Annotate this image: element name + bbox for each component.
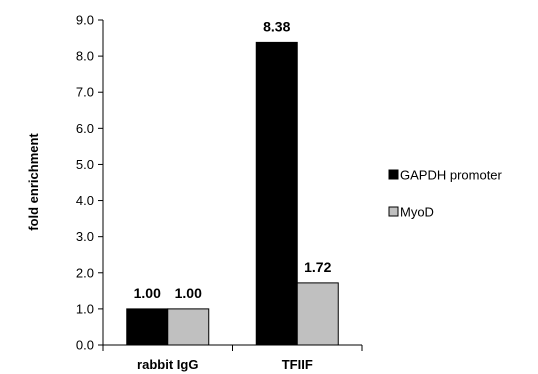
legend: GAPDH promoter MyoD: [388, 168, 503, 220]
y-tick-label: 7.0: [76, 85, 94, 100]
legend-label: MyoD: [400, 205, 434, 220]
data-label: 1.72: [304, 259, 331, 275]
bar: [126, 308, 169, 346]
y-tick-label: 1.0: [76, 301, 94, 316]
data-label: 8.38: [263, 18, 290, 34]
bar: [255, 41, 298, 346]
bar: [167, 308, 210, 346]
y-tick-label: 6.0: [76, 121, 94, 136]
y-tick-label: 5.0: [76, 157, 94, 172]
y-tick-label: 0.0: [76, 338, 94, 353]
legend-swatch: [388, 169, 399, 180]
y-tick-label: 9.0: [76, 13, 94, 28]
category-label: rabbit IgG: [137, 357, 198, 372]
category-label: TFIIF: [282, 357, 313, 372]
y-tick-label: 8.0: [76, 49, 94, 64]
legend-swatch: [388, 206, 399, 217]
bars: [126, 41, 339, 346]
legend-label: GAPDH promoter: [400, 168, 503, 183]
y-tick-label: 3.0: [76, 229, 94, 244]
data-label: 1.00: [175, 285, 202, 301]
data-labels: 1.00 1.00 8.38 1.72: [134, 18, 332, 301]
y-tick-label: 4.0: [76, 193, 94, 208]
data-label: 1.00: [134, 285, 161, 301]
bar: [296, 282, 339, 346]
y-tick-label: 2.0: [76, 265, 94, 280]
y-axis-title: fold enrichment: [26, 133, 41, 231]
axes: 0.0 1.0 2.0 3.0 4.0 5.0 6.0 7.0 8.0 9.0 rabbit IgG…: [76, 13, 363, 372]
